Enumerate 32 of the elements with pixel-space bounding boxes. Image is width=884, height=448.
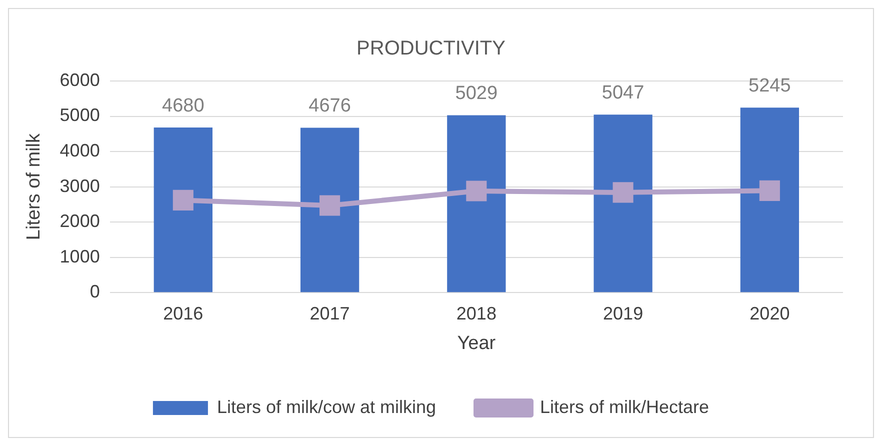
y-tick-label: 5000 [60,105,100,126]
bar [594,114,652,292]
y-tick-label: 6000 [60,70,100,90]
x-tick-label: 2020 [750,303,790,324]
y-axis-title: Liters of milk [24,132,45,240]
data-label: 4676 [308,95,351,116]
bar [740,108,800,292]
point [759,180,780,201]
data-label: 5029 [455,82,498,104]
legend-label: Liters of milk/cow at milking [216,396,436,417]
bar [447,115,506,292]
point [612,182,634,203]
x-tick-label: 2018 [456,303,496,324]
x-tick-label: 2019 [603,303,644,324]
y-tick-label: 1000 [60,246,100,266]
y-tick-label: 2000 [60,211,100,232]
y-tick-label: 0 [90,282,100,302]
bar [154,128,212,292]
bar [300,128,360,292]
y-tick-label: 4000 [60,140,100,160]
x-tick-label: 2016 [163,303,204,324]
point [320,195,340,216]
legend-label: Liters of milk/Hectare [540,396,710,417]
point [466,180,487,202]
point [172,190,194,210]
y-tick-label: 3000 [60,176,100,196]
x-tick-label: 2017 [310,303,350,324]
data-label: 4680 [162,95,204,116]
data-label: 5047 [602,82,644,104]
x-axis-title: Year [457,332,496,354]
chart-title: PRODUCTIVITY [356,38,506,60]
data-label: 5245 [748,75,791,96]
